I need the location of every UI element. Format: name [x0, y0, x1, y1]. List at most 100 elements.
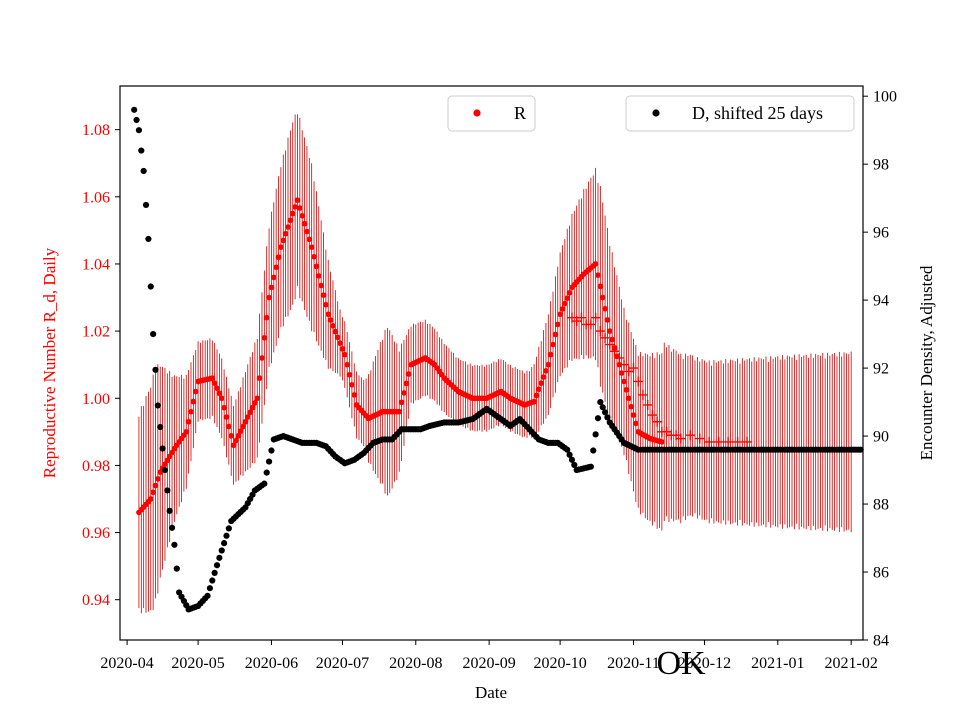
d-point — [597, 398, 604, 406]
r-plus-point — [604, 339, 615, 350]
y-right-tick-label: 86 — [873, 565, 889, 582]
d-point — [206, 585, 214, 592]
r-point — [249, 404, 256, 411]
y-right-tick-label: 96 — [873, 225, 889, 242]
r-point — [315, 273, 322, 279]
r-plus-point — [647, 410, 658, 421]
x-tick-label: 2020-08 — [389, 655, 442, 672]
r-point — [273, 264, 279, 271]
d-point — [216, 554, 223, 561]
r-point — [188, 408, 194, 415]
r-point — [628, 403, 634, 410]
y-right-tick-label: 98 — [873, 157, 889, 174]
d-point — [204, 592, 211, 599]
r-point — [621, 378, 627, 385]
d-point — [857, 446, 864, 453]
r-point — [351, 392, 358, 398]
r-plus-point — [723, 436, 734, 447]
y-right-tick-label: 84 — [873, 633, 889, 650]
x-tick-label: 2020-10 — [533, 655, 586, 672]
d-point — [604, 414, 611, 421]
r-point — [228, 433, 235, 439]
y-left-tick-label: 0.98 — [82, 458, 110, 475]
d-point — [263, 469, 270, 476]
r-point — [659, 439, 665, 445]
r-point — [183, 429, 190, 435]
y-left-tick-label: 1.02 — [82, 324, 110, 341]
y-axis-left-title: Reproductive Number R_d, Daily — [40, 247, 59, 478]
r-point — [294, 197, 301, 203]
y-right-tick-label: 92 — [873, 361, 889, 378]
x-tick-label: 2020-09 — [462, 655, 515, 672]
r-plus-point — [685, 430, 696, 441]
r-point — [254, 395, 261, 402]
r-point — [299, 213, 306, 219]
r-point — [306, 236, 313, 243]
x-tick-label: 2020-05 — [171, 655, 224, 672]
r-plus-point — [619, 359, 630, 370]
r-point — [325, 311, 332, 318]
d-point — [131, 106, 138, 113]
r-plus-point — [628, 363, 639, 374]
d-point — [592, 431, 599, 438]
legend-r-label: R — [514, 103, 526, 123]
d-point — [173, 565, 180, 572]
r-point — [344, 361, 350, 368]
r-point — [349, 382, 355, 388]
r-plus-point — [595, 326, 606, 337]
r-point — [533, 392, 540, 399]
legend-d-marker — [652, 109, 660, 117]
y-right-tick-label: 90 — [873, 429, 889, 446]
r-point — [403, 380, 410, 387]
d-point — [590, 447, 597, 454]
r-point — [244, 414, 251, 420]
r-point — [564, 295, 571, 301]
plot-frame — [119, 85, 864, 641]
legend-r-frame — [447, 95, 536, 132]
r-point — [630, 412, 637, 418]
r-point — [327, 317, 334, 323]
d-point — [218, 547, 225, 554]
d-point — [133, 116, 140, 124]
r-point — [609, 336, 615, 343]
r-point — [242, 418, 249, 425]
y-left-tick-label: 0.94 — [82, 592, 110, 609]
d-point — [261, 480, 268, 487]
r-point — [221, 404, 227, 411]
d-point — [152, 366, 159, 373]
r-plus-point — [652, 416, 663, 427]
r-plus-point — [637, 389, 648, 400]
r-point — [192, 388, 199, 395]
r-point — [311, 253, 317, 260]
d-point — [211, 569, 218, 576]
r-point — [405, 371, 412, 377]
d-point — [164, 487, 171, 494]
x-axis-title: Date — [475, 683, 507, 702]
d-point — [225, 525, 232, 532]
d-point — [209, 577, 216, 584]
r-point — [304, 228, 310, 235]
x-axis: 2020-04 2020-05 2020-06 2020-07 2020-08 2020-… — [100, 640, 878, 672]
d-point — [265, 458, 273, 465]
r-point — [240, 423, 246, 430]
r-point — [552, 331, 559, 338]
r-point — [147, 496, 154, 502]
d-point — [268, 447, 275, 454]
r-point — [150, 489, 156, 496]
legend-r-marker — [473, 109, 481, 117]
r-point — [398, 399, 405, 406]
r-point — [536, 386, 542, 393]
d-point — [145, 235, 152, 243]
r-plus-point — [576, 312, 587, 323]
r-plus-series — [566, 312, 753, 447]
watermark-text: OK — [656, 645, 706, 682]
r-plus-point — [600, 332, 611, 343]
r-point — [332, 328, 339, 335]
y-left-tick-label: 1.06 — [82, 189, 110, 206]
d-point — [166, 507, 173, 514]
r-point — [282, 230, 289, 237]
r-point — [230, 442, 237, 449]
r-plus-point — [614, 352, 625, 363]
d-point — [161, 466, 169, 474]
